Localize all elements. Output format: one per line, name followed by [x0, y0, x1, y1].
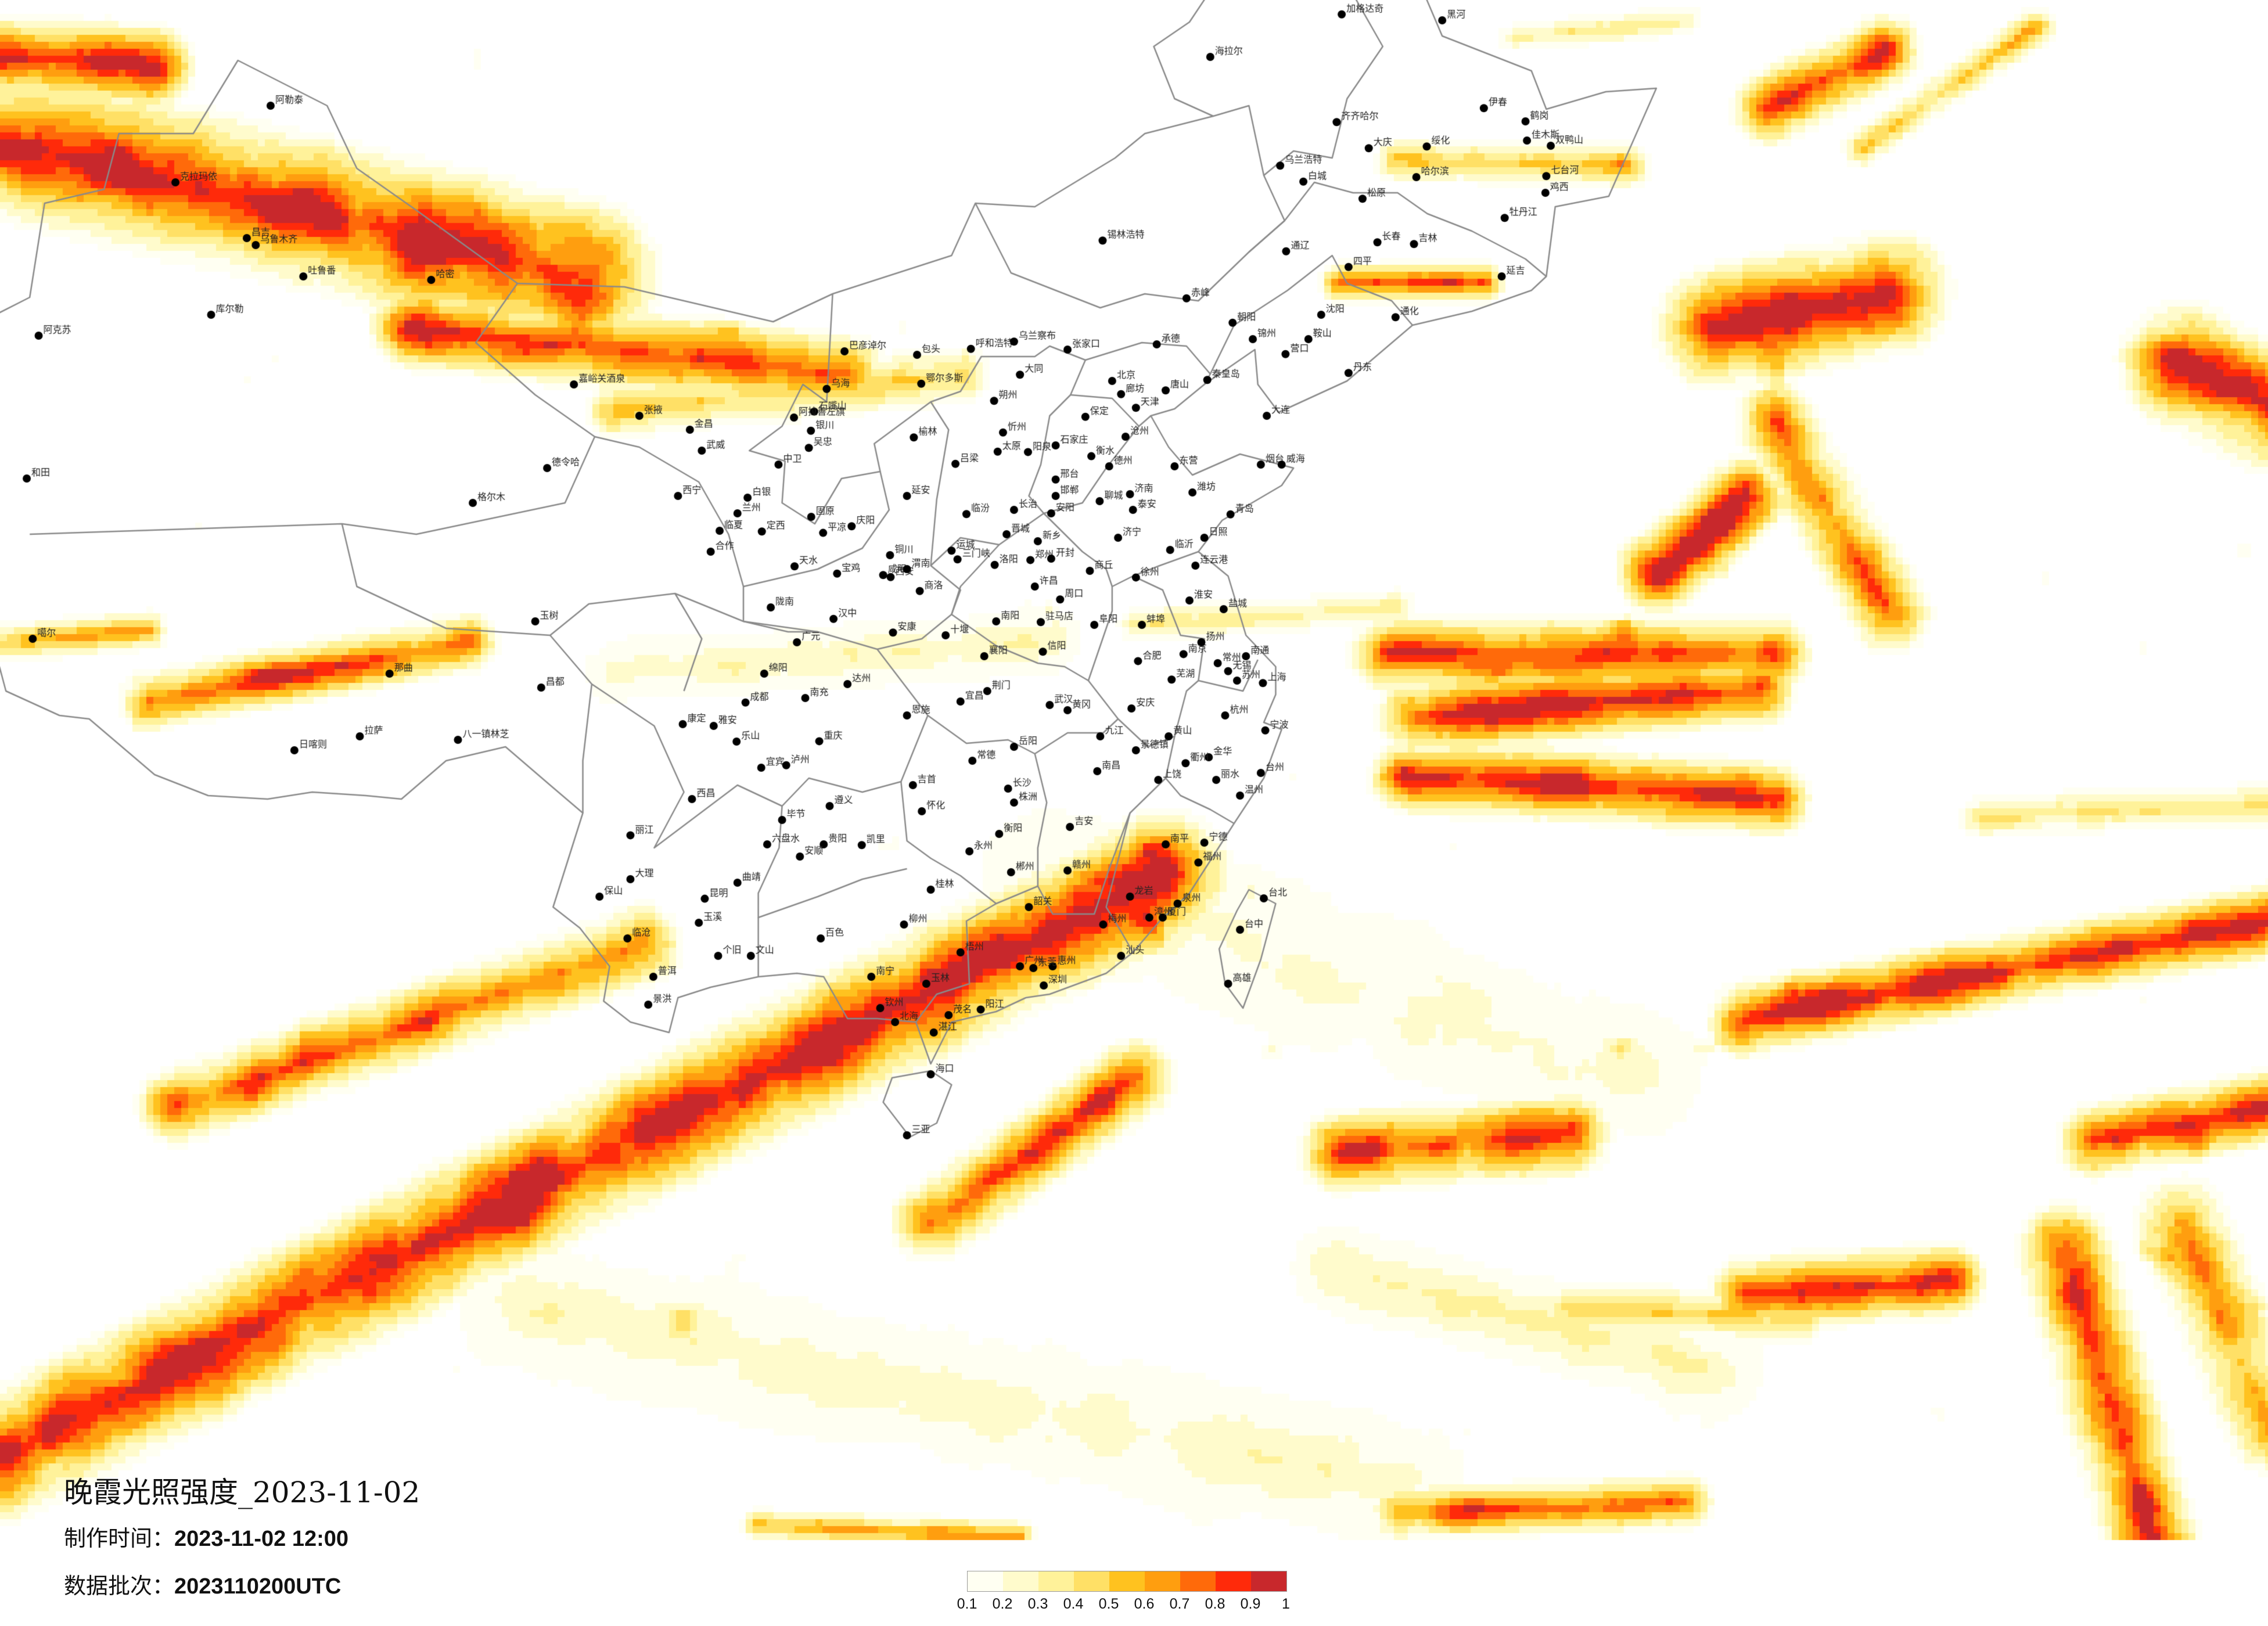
legend-tick: 0.2	[992, 1596, 1013, 1612]
legend-swatch	[1074, 1571, 1109, 1591]
legend-swatch	[1145, 1571, 1180, 1591]
legend-tick: 0.5	[1098, 1596, 1119, 1612]
legend-swatch	[1216, 1571, 1251, 1591]
legend-tick: 0.1	[957, 1596, 977, 1612]
legend-ticks: 0.1 0.2 0.3 0.4 0.5 0.6 0.7 0.8 0.9 1	[957, 1596, 1310, 1619]
map-title: 晚霞光照强度_2023-11-02	[64, 1476, 420, 1509]
legend-tick: 0.8	[1205, 1596, 1225, 1612]
legend-swatch	[1180, 1571, 1216, 1591]
made-time: 制作时间：2023-11-02 12:00	[64, 1520, 348, 1552]
data-batch: 数据批次：2023110200UTC	[64, 1568, 341, 1600]
batch-label: 数据批次：	[64, 1573, 175, 1599]
legend-tick: 0.3	[1027, 1596, 1048, 1612]
legend-swatch	[1251, 1571, 1286, 1591]
legend-swatch	[1003, 1571, 1038, 1591]
made-time-value: 2023-11-02 12:00	[174, 1527, 349, 1551]
legend-tick: 0.7	[1169, 1596, 1190, 1612]
legend-swatch	[1109, 1571, 1145, 1591]
legend-swatch	[1038, 1571, 1074, 1591]
legend-tick: 1	[1282, 1596, 1290, 1612]
legend-swatch	[968, 1571, 1003, 1591]
color-legend	[967, 1571, 1287, 1592]
made-time-label: 制作时间：	[64, 1526, 175, 1551]
batch-value: 2023110200UTC	[174, 1574, 342, 1599]
legend-tick: 0.4	[1063, 1596, 1084, 1612]
legend-tick: 0.6	[1134, 1596, 1155, 1612]
legend-tick: 0.9	[1240, 1596, 1261, 1612]
